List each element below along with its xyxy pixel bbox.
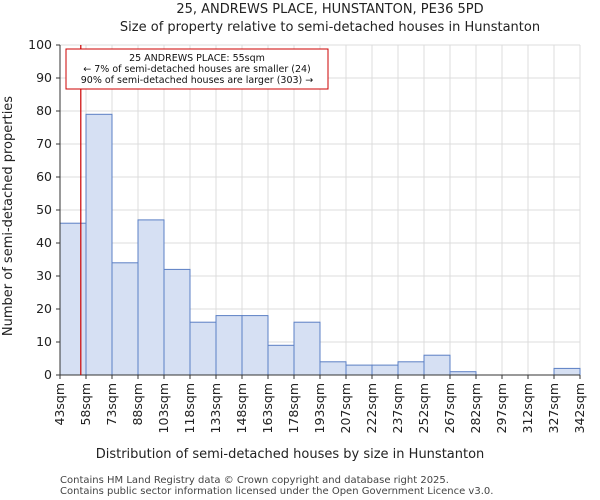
y-tick-label: 60 [36, 169, 52, 184]
bar [59, 222, 87, 376]
bar [189, 321, 217, 376]
bar [137, 219, 165, 376]
x-tick-label: 222sqm [364, 383, 379, 433]
x-tick-label: 252sqm [416, 383, 431, 433]
annotation-box [65, 48, 329, 90]
chart-title: 25, ANDREWS PLACE, HUNSTANTON, PE36 5PD [176, 2, 483, 17]
y-tick-label: 0 [44, 367, 52, 382]
bar [241, 315, 269, 376]
chart-subtitle: Size of property relative to semi-detach… [120, 20, 540, 35]
y-tick-label: 30 [36, 268, 52, 283]
y-tick-label: 70 [36, 136, 52, 151]
x-tick-label: 148sqm [234, 383, 249, 433]
y-axis-label: Number of semi-detached properties [1, 96, 16, 336]
bars [59, 113, 581, 376]
x-tick-label: 43sqm [52, 383, 67, 426]
bar [553, 367, 581, 376]
annotation-line-2: ← 7% of semi-detached houses are smaller… [83, 64, 311, 75]
x-tick-label: 282sqm [468, 383, 483, 433]
x-tick-label: 297sqm [494, 383, 509, 433]
y-tick-label: 40 [36, 235, 52, 250]
x-tick-label: 103sqm [156, 383, 171, 433]
y-ticks: 0 10 20 30 40 50 60 70 80 90 100 [28, 37, 60, 382]
x-tick-label: 312sqm [520, 383, 535, 433]
bar [293, 321, 321, 376]
bar [85, 113, 113, 376]
x-ticks: 43sqm 58sqm 73sqm 88sqm 103sqm 118sqm 133sqm 14… [52, 375, 587, 433]
x-axis-label: Distribution of semi-detached houses by … [96, 447, 485, 462]
x-tick-label: 193sqm [312, 383, 327, 433]
annotation-line-1: 25 ANDREWS PLACE: 55sqm [129, 53, 265, 64]
bar [397, 361, 425, 376]
bar [215, 315, 243, 376]
footer-line-2: Contains public sector information licen… [60, 486, 493, 497]
x-tick-label: 133sqm [208, 383, 223, 433]
x-tick-label: 88sqm [130, 383, 145, 426]
bar [371, 364, 399, 376]
x-tick-label: 58sqm [78, 383, 93, 426]
y-tick-label: 90 [36, 70, 52, 85]
x-tick-label: 118sqm [182, 383, 197, 433]
y-tick-label: 100 [28, 37, 52, 52]
x-tick-label: 163sqm [260, 383, 275, 433]
y-tick-label: 10 [36, 334, 52, 349]
bar [111, 262, 139, 376]
x-tick-label: 342sqm [572, 383, 587, 433]
footer-line-1: Contains HM Land Registry data © Crown c… [60, 475, 449, 486]
y-tick-label: 80 [36, 103, 52, 118]
x-tick-label: 267sqm [442, 383, 457, 433]
bar [319, 361, 347, 376]
bar [345, 364, 373, 376]
y-tick-label: 20 [36, 301, 52, 316]
x-tick-label: 237sqm [390, 383, 405, 433]
x-tick-label: 207sqm [338, 383, 353, 433]
annotation-line-3: 90% of semi-detached houses are larger (… [81, 75, 314, 86]
bar [163, 268, 191, 376]
bar [267, 344, 295, 376]
x-tick-label: 327sqm [546, 383, 561, 433]
y-tick-label: 50 [36, 202, 52, 217]
bar [423, 354, 451, 376]
x-tick-label: 73sqm [104, 383, 119, 426]
x-tick-label: 178sqm [286, 383, 301, 433]
